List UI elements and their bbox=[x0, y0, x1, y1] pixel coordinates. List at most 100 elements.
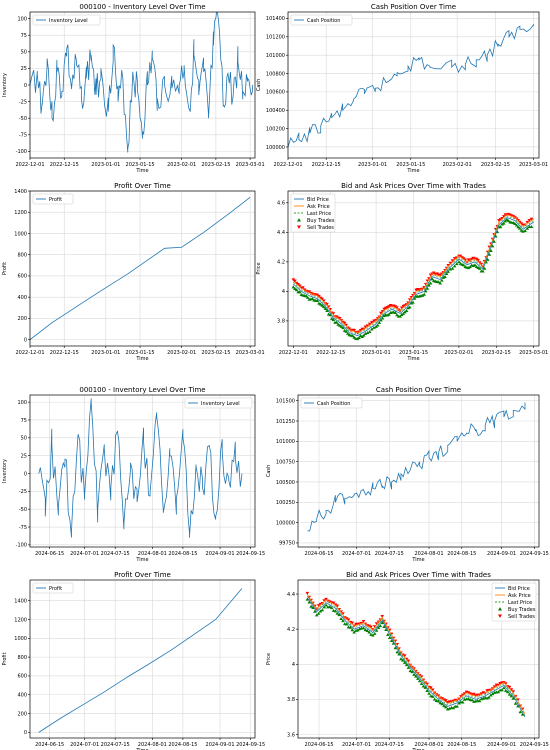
y-tick-label: 3.8 bbox=[287, 697, 295, 703]
sell-trade-marker bbox=[395, 306, 399, 310]
buy-trade-marker bbox=[363, 331, 368, 335]
y-tick-label: -100 bbox=[16, 149, 27, 155]
y-tick-label: 800 bbox=[17, 252, 27, 258]
buy-trade-marker bbox=[485, 696, 489, 700]
sell-trade-marker bbox=[316, 604, 321, 608]
x-tick-label: 2024-09-15 bbox=[520, 551, 549, 557]
x-tick-label: 2023-01-15 bbox=[399, 350, 428, 356]
x-tick-label: 2024-09-01 bbox=[206, 551, 235, 557]
x-tick-label: 2023-02-15 bbox=[201, 162, 230, 168]
x-tick-label: 2024-07-15 bbox=[375, 742, 404, 748]
sell-trade-marker bbox=[406, 659, 411, 663]
buy-trade-marker bbox=[481, 696, 486, 700]
buy-trade-marker bbox=[310, 297, 315, 301]
chart-title: Cash Position Over Time bbox=[371, 3, 456, 11]
plot-frame bbox=[297, 579, 540, 739]
y-axis-label: Profit bbox=[2, 652, 8, 665]
sell-trade-marker bbox=[293, 279, 297, 283]
chart-title: Bid and Ask Prices Over Time with Trades bbox=[341, 182, 486, 190]
plot-frame bbox=[287, 190, 540, 347]
plot-frame bbox=[29, 190, 256, 347]
buy-trade-marker bbox=[297, 290, 302, 294]
buy-trade-marker bbox=[490, 692, 495, 696]
sell-trade-marker bbox=[466, 258, 471, 262]
buy-trade-marker bbox=[395, 650, 400, 654]
buy-trade-marker bbox=[387, 635, 392, 639]
buy-trade-marker bbox=[417, 679, 422, 683]
buy-trade-marker bbox=[402, 660, 407, 664]
sell-trade-marker bbox=[438, 273, 443, 277]
buy-trade-marker bbox=[408, 669, 413, 673]
plot-frame bbox=[29, 11, 256, 159]
buy-trade-marker bbox=[410, 670, 414, 674]
sell-trade-marker bbox=[507, 685, 512, 689]
buy-trade-marker bbox=[375, 323, 380, 327]
sell-trade-marker bbox=[444, 699, 448, 703]
y-tick-label: -25 bbox=[19, 99, 27, 105]
x-tick-label: 2023-03-01 bbox=[519, 162, 548, 168]
buy-trade-marker bbox=[355, 337, 360, 341]
y-tick-label: 0 bbox=[24, 471, 27, 477]
y-tick-label: 400 bbox=[17, 295, 27, 301]
buy-trade-marker bbox=[352, 630, 356, 634]
sell-trade-marker bbox=[367, 322, 372, 326]
y-tick-label: 75 bbox=[21, 418, 27, 424]
sell-trade-marker bbox=[305, 591, 310, 595]
y-tick-label: 101250 bbox=[276, 419, 295, 425]
y-tick-label: 100500 bbox=[276, 480, 295, 486]
buy-trade-marker bbox=[441, 275, 446, 279]
buy-trade-marker bbox=[363, 628, 368, 632]
buy-trade-marker bbox=[525, 226, 530, 230]
x-tick-label: 2023-03-01 bbox=[236, 162, 265, 168]
x-tick-label: 2024-08-15 bbox=[447, 742, 476, 748]
y-tick-label: 400 bbox=[17, 693, 27, 699]
x-tick-label: 2022-12-01 bbox=[279, 350, 308, 356]
x-tick-label: 2023-02-01 bbox=[444, 350, 473, 356]
chart-panel-5: 2024-06-15 2024-07-01 2024-07-15 2024-08-01… bbox=[266, 386, 549, 563]
y-tick-label: 100000 bbox=[276, 520, 295, 526]
y-tick-label: 4 bbox=[292, 662, 295, 668]
legend: Inventory Level bbox=[184, 397, 253, 409]
buy-trade-marker bbox=[455, 704, 459, 708]
x-tick-label: 2024-08-15 bbox=[168, 551, 197, 557]
buy-trade-marker bbox=[341, 619, 345, 623]
sell-trade-marker bbox=[462, 692, 467, 696]
x-tick-label: 2022-12-15 bbox=[50, 162, 79, 168]
sell-trade-marker bbox=[297, 284, 302, 288]
x-tick-label: 2022-12-15 bbox=[312, 162, 341, 168]
y-tick-label: 100000 bbox=[266, 145, 285, 151]
x-tick-label: 2023-02-15 bbox=[482, 350, 511, 356]
buy-trade-marker bbox=[369, 632, 373, 636]
x-tick-label: 2023-02-01 bbox=[167, 350, 196, 356]
sell-trade-marker bbox=[365, 324, 370, 328]
buy-trade-marker bbox=[481, 269, 485, 273]
y-tick-label: -100 bbox=[16, 543, 27, 549]
y-axis-label: Price bbox=[256, 262, 262, 274]
buy-trade-marker bbox=[423, 289, 428, 293]
buy-trade-marker bbox=[422, 292, 426, 296]
buy-trade-marker bbox=[502, 686, 506, 690]
sell-trade-marker bbox=[476, 258, 480, 262]
buy-trade-marker bbox=[399, 657, 403, 661]
y-axis-label: Price bbox=[266, 653, 272, 665]
buy-trade-marker bbox=[440, 702, 444, 706]
buy-trade-marker bbox=[516, 225, 520, 229]
x-tick-label: 2024-09-15 bbox=[236, 742, 265, 748]
sell-trade-marker bbox=[344, 323, 349, 327]
buy-trade-marker bbox=[338, 323, 342, 327]
buy-trade-marker bbox=[395, 313, 399, 317]
x-tick-label: 2024-08-01 bbox=[138, 742, 167, 748]
x-tick-label: 2024-06-15 bbox=[305, 551, 334, 557]
sell-trade-marker bbox=[466, 691, 471, 695]
buy-trade-marker bbox=[318, 302, 323, 306]
x-tick-label: 2024-09-01 bbox=[206, 742, 235, 748]
sell-trade-marker bbox=[511, 690, 516, 694]
chart-title: Profit Over Time bbox=[114, 571, 171, 579]
buy-trade-marker bbox=[372, 631, 377, 635]
buy-trade-marker bbox=[409, 301, 414, 305]
sell-trade-marker bbox=[335, 604, 340, 608]
buy-trade-marker bbox=[457, 260, 461, 264]
sell-trade-marker bbox=[525, 220, 530, 224]
x-tick-label: 2024-06-15 bbox=[35, 551, 64, 557]
y-tick-label: 4.4 bbox=[287, 592, 295, 598]
